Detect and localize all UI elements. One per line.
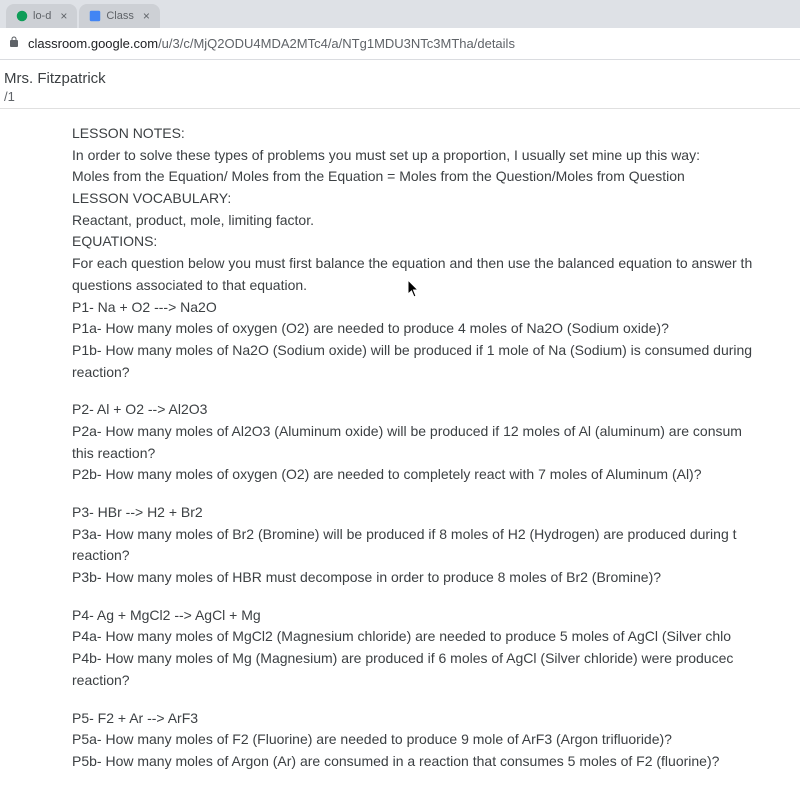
- tab-label: lo-d: [33, 10, 51, 22]
- text-line: reaction?: [72, 362, 800, 384]
- assignment-header: Mrs. Fitzpatrick /1: [0, 60, 800, 109]
- text-line: P1b- How many moles of Na2O (Sodium oxid…: [72, 340, 800, 362]
- teacher-name: Mrs. Fitzpatrick: [4, 70, 796, 87]
- text-line: LESSON VOCABULARY:: [72, 188, 800, 210]
- text-line: P2- Al + O2 --> Al2O3: [72, 399, 800, 421]
- text-line: P5b- How many moles of Argon (Ar) are co…: [72, 751, 800, 773]
- text-line: this reaction?: [72, 443, 800, 465]
- problem-block: P3- HBr --> H2 + Br2 P3a- How many moles…: [72, 502, 800, 589]
- text-line: P3b- How many moles of HBR must decompos…: [72, 567, 800, 589]
- tab-label: Class: [106, 10, 134, 22]
- text-line: P4b- How many moles of Mg (Magnesium) ar…: [72, 648, 800, 670]
- text-line: Moles from the Equation/ Moles from the …: [72, 166, 800, 188]
- text-line: reaction?: [72, 670, 800, 692]
- text-line: P5- F2 + Ar --> ArF3: [72, 708, 800, 730]
- browser-tab[interactable]: Class ×: [79, 4, 160, 28]
- text-line: P2b- How many moles of oxygen (O2) are n…: [72, 464, 800, 486]
- text-line: LESSON NOTES:: [72, 123, 800, 145]
- problem-block: P2- Al + O2 --> Al2O3 P2a- How many mole…: [72, 399, 800, 486]
- text-line: P1- Na + O2 ---> Na2O: [72, 297, 800, 319]
- url-bar[interactable]: classroom.google.com/u/3/c/MjQ2ODU4MDA2M…: [0, 28, 800, 60]
- close-icon[interactable]: ×: [60, 9, 67, 23]
- url-text: classroom.google.com/u/3/c/MjQ2ODU4MDA2M…: [28, 36, 515, 51]
- close-icon[interactable]: ×: [143, 9, 150, 23]
- text-line: Reactant, product, mole, limiting factor…: [72, 210, 800, 232]
- text-line: In order to solve these types of problem…: [72, 145, 800, 167]
- text-line: P4a- How many moles of MgCl2 (Magnesium …: [72, 626, 800, 648]
- text-line: P4- Ag + MgCl2 --> AgCl + Mg: [72, 605, 800, 627]
- text-line: EQUATIONS:: [72, 231, 800, 253]
- text-line: P2a- How many moles of Al2O3 (Aluminum o…: [72, 421, 800, 443]
- browser-tab-strip: lo-d × Class ×: [0, 0, 800, 28]
- text-line: reaction?: [72, 545, 800, 567]
- problem-block: P4- Ag + MgCl2 --> AgCl + Mg P4a- How ma…: [72, 605, 800, 692]
- text-line: P3a- How many moles of Br2 (Bromine) wil…: [72, 524, 800, 546]
- text-line: questions associated to that equation.: [72, 275, 800, 297]
- text-line: P3- HBr --> H2 + Br2: [72, 502, 800, 524]
- lesson-notes-block: LESSON NOTES: In order to solve these ty…: [72, 123, 800, 383]
- text-line: P1a- How many moles of oxygen (O2) are n…: [72, 318, 800, 340]
- assignment-body: LESSON NOTES: In order to solve these ty…: [0, 109, 800, 773]
- favicon-icon: [89, 10, 101, 22]
- favicon-icon: [16, 10, 28, 22]
- score-fraction: /1: [4, 89, 796, 104]
- problem-block: P5- F2 + Ar --> ArF3 P5a- How many moles…: [72, 708, 800, 773]
- text-line: P5a- How many moles of F2 (Fluorine) are…: [72, 729, 800, 751]
- browser-tab[interactable]: lo-d ×: [6, 4, 77, 28]
- text-line: For each question below you must first b…: [72, 253, 800, 275]
- lock-icon: [8, 35, 20, 53]
